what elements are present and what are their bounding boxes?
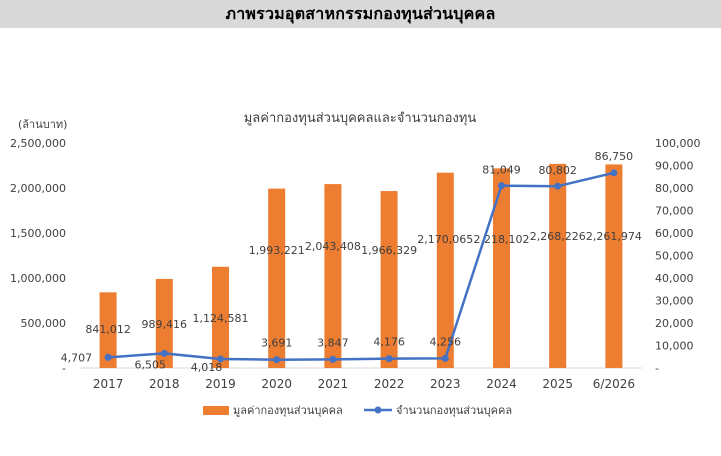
chart-title: มูลค่ากองทุนส่วนบุคคลและจำนวนกองทุน: [244, 111, 477, 126]
line-path: [108, 171, 615, 361]
line-point: [385, 355, 393, 363]
line-point: [554, 182, 562, 190]
page-header: ภาพรวมอุตสาหกรรมกองทุนส่วนบุคคล: [0, 0, 721, 28]
bar: [268, 188, 286, 368]
right-axis-tick-label: 40,000: [655, 272, 694, 285]
line-point: [441, 354, 449, 362]
x-axis-tick-label: 2022: [374, 377, 405, 391]
page-title: ภาพรวมอุตสาหกรรมกองทุนส่วนบุคคล: [225, 3, 496, 23]
bar-data-label: 2,170,065: [417, 233, 473, 246]
line-series: [104, 169, 618, 364]
left-axis-tick-label: 2,000,000: [10, 182, 66, 195]
right-axis: - 10,000 20,000 30,000 40,000 50,000 60,000 70,…: [655, 137, 701, 375]
bar: [436, 172, 454, 368]
line-data-label: 4,176: [373, 336, 405, 349]
bar: [549, 163, 567, 368]
right-axis-tick-label: 100,000: [655, 137, 701, 150]
legend-line-label: จำนวนกองทุนส่วนบุคคล: [396, 404, 512, 417]
right-axis-tick-label: 60,000: [655, 227, 694, 240]
legend: มูลค่ากองทุนส่วนบุคคล จำนวนกองทุนส่วนบุคค…: [203, 404, 512, 417]
bar-data-label: 1,993,221: [249, 244, 305, 257]
legend-bar-swatch: [203, 406, 229, 415]
bar: [99, 292, 117, 368]
line-data-label: 86,750: [595, 150, 634, 163]
line-data-label: 4,707: [61, 351, 93, 364]
x-axis-tick-label: 2025: [542, 377, 573, 391]
bar-series: [99, 163, 623, 368]
bar-data-label: 2,261,974: [586, 230, 642, 243]
line-point: [498, 182, 505, 190]
bar: [155, 278, 173, 368]
line-point: [610, 169, 618, 177]
right-axis-tick-label: 30,000: [655, 295, 694, 308]
right-axis-tick-label: 80,000: [655, 182, 694, 195]
x-axis-tick-label: 2019: [205, 377, 236, 391]
x-axis-tick-label: 2018: [149, 377, 180, 391]
right-axis-tick-label: 90,000: [655, 160, 694, 173]
line-point: [273, 356, 281, 364]
line-data-label: 80,802: [538, 164, 577, 177]
line-data-label: 6,505: [135, 358, 167, 371]
x-axis-tick-label: 2024: [486, 377, 517, 391]
bar: [380, 191, 398, 368]
bar-data-label: 1,966,329: [361, 244, 417, 257]
x-axis-tick-label: 2021: [318, 377, 349, 391]
bar-data-label: 2,268,226: [530, 230, 586, 243]
bar-data-label: 2,218,102: [474, 233, 530, 246]
line-point: [104, 353, 112, 361]
bar-data-label: 841,012: [85, 323, 131, 336]
bar: [605, 164, 623, 368]
x-axis-tick-label: 2023: [430, 377, 461, 391]
line-data-label: 3,847: [317, 336, 349, 349]
left-axis-tick-label: -: [62, 362, 66, 375]
line-data-label: 4,018: [191, 361, 223, 374]
left-axis-tick-label: 1,500,000: [10, 227, 66, 240]
line-point: [160, 349, 168, 357]
line-point: [217, 355, 224, 363]
bar: [324, 184, 342, 368]
x-axis: 2017 2018 2019 2020 2021 2022 2023 2024 2025 6/20…: [93, 377, 635, 391]
line-data-label: 3,691: [261, 337, 293, 350]
bar: [493, 168, 510, 368]
line-data-labels: 4,707 6,505 4,018 3,691 3,847 4,176 4,256 81,04…: [61, 150, 634, 374]
line-data-label: 4,256: [430, 335, 462, 348]
line-point: [329, 355, 337, 363]
right-axis-tick-label: -: [655, 362, 659, 375]
y-axis-unit-label: (ล้านบาท): [18, 118, 67, 131]
left-axis: - 500,000 1,000,000 1,500,000 2,000,000 2,500…: [10, 137, 66, 375]
right-axis-tick-label: 70,000: [655, 205, 694, 218]
x-axis-tick-label: 2017: [93, 377, 124, 391]
x-axis-tick-label: 2020: [261, 377, 292, 391]
x-axis-tick-label: 6/2026: [593, 377, 635, 391]
bar-data-labels: 841,012 989,416 1,124,581 1,993,221 2,043,40…: [85, 230, 642, 336]
bar-data-label: 1,124,581: [193, 312, 249, 325]
bar: [212, 266, 229, 368]
left-axis-tick-label: 500,000: [21, 317, 67, 330]
line-data-label: 81,049: [482, 164, 521, 177]
right-axis-tick-label: 50,000: [655, 250, 694, 263]
legend-line-marker: [374, 406, 382, 414]
right-axis-tick-label: 20,000: [655, 317, 694, 330]
bar-data-label: 989,416: [142, 318, 188, 331]
right-axis-tick-label: 10,000: [655, 340, 694, 353]
bar-data-label: 2,043,408: [305, 240, 361, 253]
left-axis-tick-label: 2,500,000: [10, 137, 66, 150]
left-axis-tick-label: 1,000,000: [10, 272, 66, 285]
legend-bar-label: มูลค่ากองทุนส่วนบุคคล: [233, 404, 343, 417]
